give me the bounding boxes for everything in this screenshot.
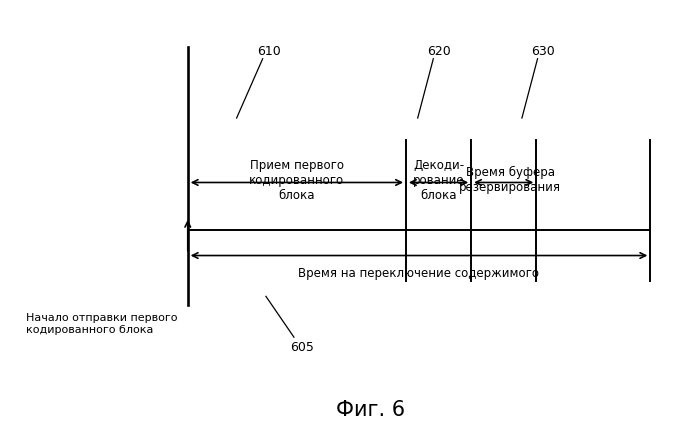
Text: 610: 610 <box>258 45 281 58</box>
Text: Фиг. 6: Фиг. 6 <box>335 400 405 420</box>
Text: Время на переключение содержимого: Время на переключение содержимого <box>298 267 540 280</box>
Text: 605: 605 <box>290 342 314 354</box>
Text: Начало отправки первого
кодированного блока: Начало отправки первого кодированного бл… <box>27 314 178 335</box>
Text: 630: 630 <box>531 45 554 58</box>
Text: Прием первого
кодированного
блока: Прием первого кодированного блока <box>249 159 344 202</box>
Text: Декоди-
рование
блока: Декоди- рование блока <box>413 159 464 202</box>
Text: 620: 620 <box>427 45 450 58</box>
Text: Время буфера
резервирования: Время буфера резервирования <box>459 166 561 194</box>
